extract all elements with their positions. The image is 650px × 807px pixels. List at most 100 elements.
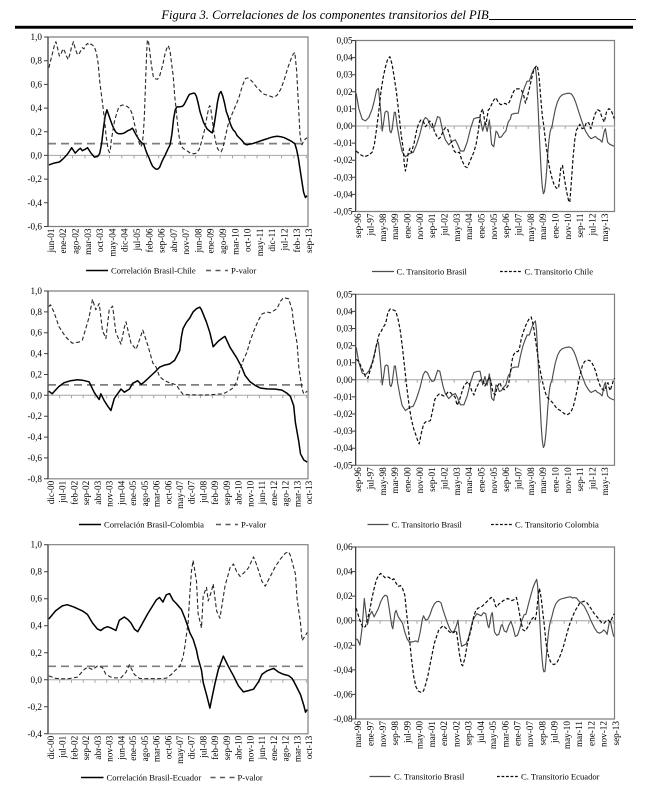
svg-text:C. Transitorio Brasil: C. Transitorio Brasil [392, 520, 463, 530]
svg-text:C. Transitorio Colombia: C. Transitorio Colombia [515, 520, 599, 530]
svg-text:jun-04: jun-04 [116, 735, 126, 760]
svg-text:ene-02: ene-02 [58, 228, 68, 253]
svg-text:0,6: 0,6 [31, 594, 43, 604]
svg-text:jul-01: jul-01 [58, 735, 68, 758]
svg-text:may-04: may-04 [107, 228, 117, 256]
svg-text:sep-11: sep-11 [575, 467, 585, 492]
svg-text:-0,2: -0,2 [27, 702, 42, 712]
svg-text:-0,05: -0,05 [333, 460, 353, 470]
svg-text:mar-01: mar-01 [427, 721, 437, 748]
svg-text:P-valor: P-valor [231, 266, 256, 276]
svg-text:jun-11: jun-11 [257, 735, 267, 760]
svg-text:ene-12: ene-12 [269, 480, 279, 505]
svg-text:sep-96: sep-96 [353, 467, 363, 492]
svg-text:jun-11: jun-11 [257, 480, 267, 505]
svg-text:-0,06: -0,06 [333, 689, 353, 699]
svg-text:jul-08: jul-08 [199, 480, 209, 503]
svg-text:-0,02: -0,02 [333, 155, 353, 165]
svg-text:feb-13: feb-13 [292, 228, 302, 252]
svg-text:0,2: 0,2 [31, 127, 43, 137]
svg-text:sep-98: sep-98 [390, 721, 400, 746]
svg-text:dic-07: dic-07 [187, 735, 197, 759]
svg-text:jul-02: jul-02 [440, 467, 450, 490]
svg-text:nov-12: nov-12 [599, 721, 609, 747]
svg-text:ago-02: ago-02 [71, 228, 81, 254]
svg-text:-0,4: -0,4 [27, 198, 42, 208]
svg-text:jul-08: jul-08 [199, 735, 209, 758]
svg-text:-0,08: -0,08 [333, 714, 353, 724]
svg-text:0,01: 0,01 [337, 104, 353, 114]
svg-text:ene-05: ene-05 [477, 467, 487, 492]
svg-text:ene-07: ene-07 [513, 721, 523, 746]
svg-text:C. Transitorio Brasil: C. Transitorio Brasil [397, 267, 468, 277]
svg-text:sep-02: sep-02 [81, 735, 91, 760]
svg-text:sep-03: sep-03 [464, 721, 474, 746]
svg-text:nov-97: nov-97 [378, 721, 388, 747]
svg-text:jul-12: jul-12 [588, 467, 598, 490]
svg-text:sep-01: sep-01 [427, 467, 437, 492]
svg-text:jul-12: jul-12 [588, 213, 598, 236]
svg-text:mar-13: mar-13 [292, 480, 302, 507]
svg-text:mar-06: mar-06 [152, 480, 162, 507]
svg-text:0,2: 0,2 [31, 648, 43, 658]
svg-text:may-07: may-07 [175, 735, 185, 763]
svg-text:ene-97: ene-97 [366, 721, 376, 746]
svg-text:0,06: 0,06 [337, 542, 353, 552]
svg-text:oct-03: oct-03 [95, 228, 105, 252]
svg-text:Correlación Brasil-Ecuador: Correlación Brasil-Ecuador [107, 773, 202, 783]
svg-text:0,02: 0,02 [337, 87, 353, 97]
svg-text:-0,04: -0,04 [333, 443, 353, 453]
svg-text:mar-09: mar-09 [538, 213, 548, 240]
svg-text:P-valor: P-valor [241, 520, 266, 530]
svg-text:Correlación Brasil-Colombia: Correlación Brasil-Colombia [104, 520, 204, 530]
svg-text:nov-00: nov-00 [415, 467, 425, 493]
svg-text:0,4: 0,4 [31, 621, 43, 631]
svg-text:feb-02: feb-02 [69, 735, 79, 759]
svg-text:sep-96: sep-96 [353, 213, 363, 238]
svg-text:may-13: may-13 [600, 213, 610, 241]
svg-text:feb-06: feb-06 [144, 228, 154, 252]
svg-text:0,05: 0,05 [337, 289, 353, 299]
svg-text:0,00: 0,00 [337, 616, 353, 626]
svg-text:1,0: 1,0 [31, 286, 43, 296]
svg-text:ago-05: ago-05 [140, 735, 150, 761]
svg-text:may-03: may-03 [452, 467, 462, 495]
svg-text:0,2: 0,2 [31, 370, 43, 380]
svg-text:ago-12: ago-12 [281, 480, 291, 506]
svg-text:0,6: 0,6 [31, 328, 43, 338]
svg-text:0,02: 0,02 [337, 591, 353, 601]
svg-text:ene-02: ene-02 [439, 721, 449, 746]
svg-text:0,04: 0,04 [337, 53, 353, 63]
svg-text:mar-99: mar-99 [390, 213, 400, 240]
svg-text:0,04: 0,04 [337, 306, 353, 316]
svg-text:mar-03: mar-03 [83, 228, 93, 255]
svg-text:may-08: may-08 [526, 213, 536, 241]
svg-text:nov-07: nov-07 [181, 228, 191, 254]
svg-text:Correlación Brasil-Chile: Correlación Brasil-Chile [111, 266, 196, 276]
svg-text:jul-04: jul-04 [476, 721, 486, 744]
svg-text:sep-06: sep-06 [157, 228, 167, 253]
svg-text:may-10: may-10 [562, 721, 572, 749]
svg-text:0,8: 0,8 [31, 567, 43, 577]
svg-text:mar-04: mar-04 [464, 467, 474, 494]
svg-text:nov-05: nov-05 [489, 213, 499, 239]
svg-text:ene-05: ene-05 [128, 735, 138, 760]
svg-text:Figura 3. Correlaciones de los: Figura 3. Correlaciones de los component… [160, 8, 489, 22]
svg-text:ene-12: ene-12 [269, 735, 279, 760]
svg-text:jul-05: jul-05 [132, 228, 142, 251]
svg-text:ene-05: ene-05 [128, 480, 138, 505]
svg-text:0,01: 0,01 [337, 358, 353, 368]
svg-text:ene-05: ene-05 [477, 213, 487, 238]
svg-text:mar-04: mar-04 [464, 213, 474, 240]
svg-text:0,02: 0,02 [337, 341, 353, 351]
svg-text:mar-10: mar-10 [230, 228, 240, 255]
svg-text:-0,2: -0,2 [27, 174, 42, 184]
svg-text:-0,4: -0,4 [27, 432, 42, 442]
svg-text:ago-09: ago-09 [218, 228, 228, 254]
svg-text:abr-07: abr-07 [169, 228, 179, 252]
svg-text:abr-10: abr-10 [234, 735, 244, 759]
svg-text:ene-10: ene-10 [551, 467, 561, 492]
svg-text:ago-05: ago-05 [140, 480, 150, 506]
svg-text:sep-02: sep-02 [81, 480, 91, 505]
svg-text:sep-06: sep-06 [501, 213, 511, 238]
